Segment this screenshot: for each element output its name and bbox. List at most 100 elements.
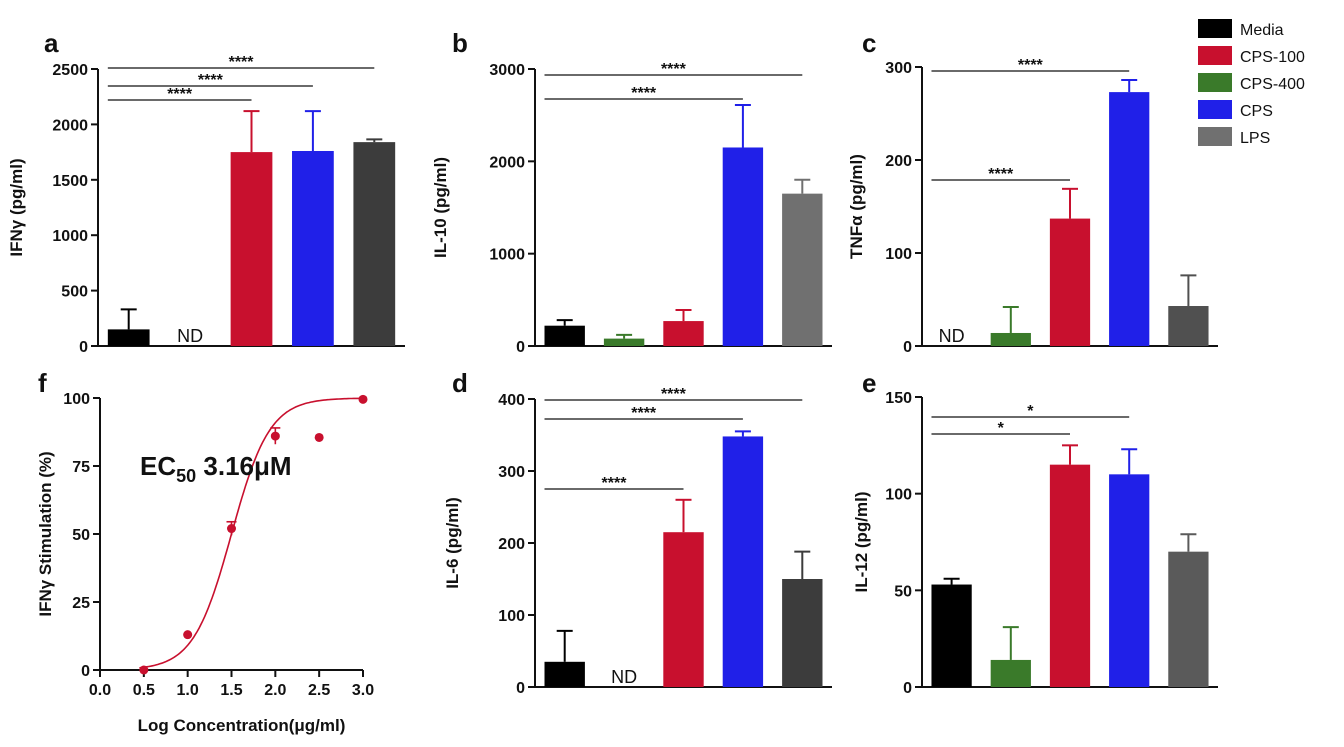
ec50-annotation: EC50 3.16μM (140, 451, 292, 486)
y-axis-title: IFNγ (pg/ml) (7, 158, 26, 256)
panel-f-y-tick-label: 25 (72, 595, 90, 612)
nd-label: ND (939, 326, 965, 346)
x-tick-label: 0.5 (133, 682, 155, 699)
panel-e-y-tick-label: 50 (894, 583, 912, 600)
x-tick-label: 2.0 (264, 682, 286, 699)
fit-curve (139, 397, 363, 669)
ec50-sub: 50 (176, 466, 196, 486)
legend-label: Media (1240, 22, 1284, 39)
panel-b-y-tick-label: 3000 (489, 62, 525, 79)
panel-e-y-tick-label: 0 (903, 680, 912, 697)
bar-cps-100 (1049, 464, 1091, 687)
significance-stars: **** (988, 166, 1014, 183)
panel-f-y-tick-label: 0 (81, 663, 90, 680)
x-axis-title: Log Concentration(μg/ml) (138, 716, 346, 735)
legend-swatch-cps (1198, 100, 1232, 119)
panel-c-y-tick-label: 0 (903, 339, 912, 356)
y-axis-title: IL-12 (pg/ml) (852, 491, 871, 592)
legend-swatch-cps-400 (1198, 73, 1232, 92)
x-tick-label: 1.0 (177, 682, 199, 699)
bar-cps-100 (1049, 218, 1091, 346)
bar-lps (1168, 306, 1209, 346)
bar-lps (1168, 551, 1209, 687)
ec50-value: 3.16μM (196, 451, 291, 481)
legend-label: CPS-400 (1240, 76, 1305, 93)
bar-media (931, 584, 972, 687)
significance-stars: * (1027, 403, 1034, 420)
significance-stars: **** (631, 85, 657, 102)
panel-d-y-tick-label: 100 (498, 608, 525, 625)
panel-f-y-tick-label: 50 (72, 527, 90, 544)
bar-lps (782, 193, 823, 346)
panel-a-y-tick-label: 2000 (52, 117, 88, 134)
y-axis-title: IL-10 (pg/ml) (431, 157, 450, 258)
bar-cps-400 (990, 659, 1031, 687)
bar-media (544, 661, 585, 687)
panel-c-y-tick-label: 100 (885, 246, 912, 263)
significance-stars: **** (631, 405, 657, 422)
panel-letter-c: c (862, 28, 876, 58)
panel-letter-a: a (44, 28, 59, 58)
panel-a-y-tick-label: 1000 (52, 228, 88, 245)
panel-d-y-tick-label: 0 (516, 680, 525, 697)
x-tick-label: 0.0 (89, 682, 111, 699)
panel-b-y-tick-label: 2000 (489, 154, 525, 171)
legend-label: CPS-100 (1240, 49, 1305, 66)
bar-cps (292, 150, 334, 346)
ec50-main: EC (140, 451, 176, 481)
x-tick-label: 1.5 (220, 682, 242, 699)
bar-cps-100 (663, 321, 704, 346)
bar-cps (1109, 474, 1150, 687)
significance-stars: * (998, 420, 1005, 437)
panel-a: a 0 500 1000 1500 2000 2500 IFNγ (pg/ml) ND **** *… (7, 28, 405, 356)
significance-stars: **** (602, 475, 628, 492)
bar-cps-100 (230, 152, 273, 346)
bar-cps-400 (990, 332, 1031, 346)
significance-stars: **** (229, 54, 255, 71)
panel-c-y-tick-label: 200 (885, 153, 912, 170)
y-axis-title: IL-6 (pg/ml) (443, 497, 462, 589)
bar-cps-100 (663, 532, 704, 687)
x-tick-label: 2.5 (308, 682, 330, 699)
panel-c-y-tick-label: 300 (885, 60, 912, 77)
data-point (314, 432, 324, 442)
panel-b-y-tick-label: 0 (516, 339, 525, 356)
panel-e: e 0 50 100 150 IL-12 (pg/ml) * * (852, 368, 1218, 697)
data-point (270, 431, 280, 441)
panel-b: b 0 1000 2000 3000 IL-10 (pg/ml) ******** (431, 28, 832, 356)
significance-stars: **** (661, 61, 687, 78)
legend-label: CPS (1240, 103, 1273, 120)
panel-d-y-tick-label: 300 (498, 464, 525, 481)
panel-d-y-tick-label: 200 (498, 536, 525, 553)
panel-a-y-tick-label: 0 (79, 339, 88, 356)
panel-d-y-tick-label: 400 (498, 392, 525, 409)
legend-swatch-media (1198, 19, 1232, 38)
bar-cps (1109, 92, 1150, 346)
bar-lps (353, 142, 396, 346)
legend-swatch-cps-100 (1198, 46, 1232, 65)
x-tick-label: 3.0 (352, 682, 374, 699)
panel-e-y-tick-label: 100 (885, 487, 912, 504)
nd-label: ND (611, 667, 637, 687)
panel-letter-d: d (452, 368, 468, 398)
bar-media (544, 325, 585, 346)
panel-letter-e: e (862, 368, 876, 398)
panel-letter-b: b (452, 28, 468, 58)
panel-a-y-tick-label: 500 (61, 284, 88, 301)
bar-cps (722, 436, 764, 687)
legend-label: LPS (1240, 130, 1270, 147)
bar-cps-400 (603, 338, 645, 346)
nd-label: ND (177, 326, 203, 346)
data-point (358, 394, 368, 404)
bar-media (107, 329, 150, 346)
legend: Media CPS-100 CPS-400 CPS LPS (1198, 19, 1305, 147)
data-point (183, 630, 193, 640)
panel-f: f 0 25 50 75 100 IFNγ Stimulation (%) 0.0 0.5 1.0… (36, 368, 374, 735)
panel-e-y-tick-label: 150 (885, 390, 912, 407)
significance-stars: **** (661, 386, 687, 403)
panel-a-y-tick-label: 1500 (52, 173, 88, 190)
panel-c: c 0 100 200 300 TNFα (pg/ml) ND **** **** (847, 28, 1218, 356)
significance-stars: **** (167, 86, 193, 103)
